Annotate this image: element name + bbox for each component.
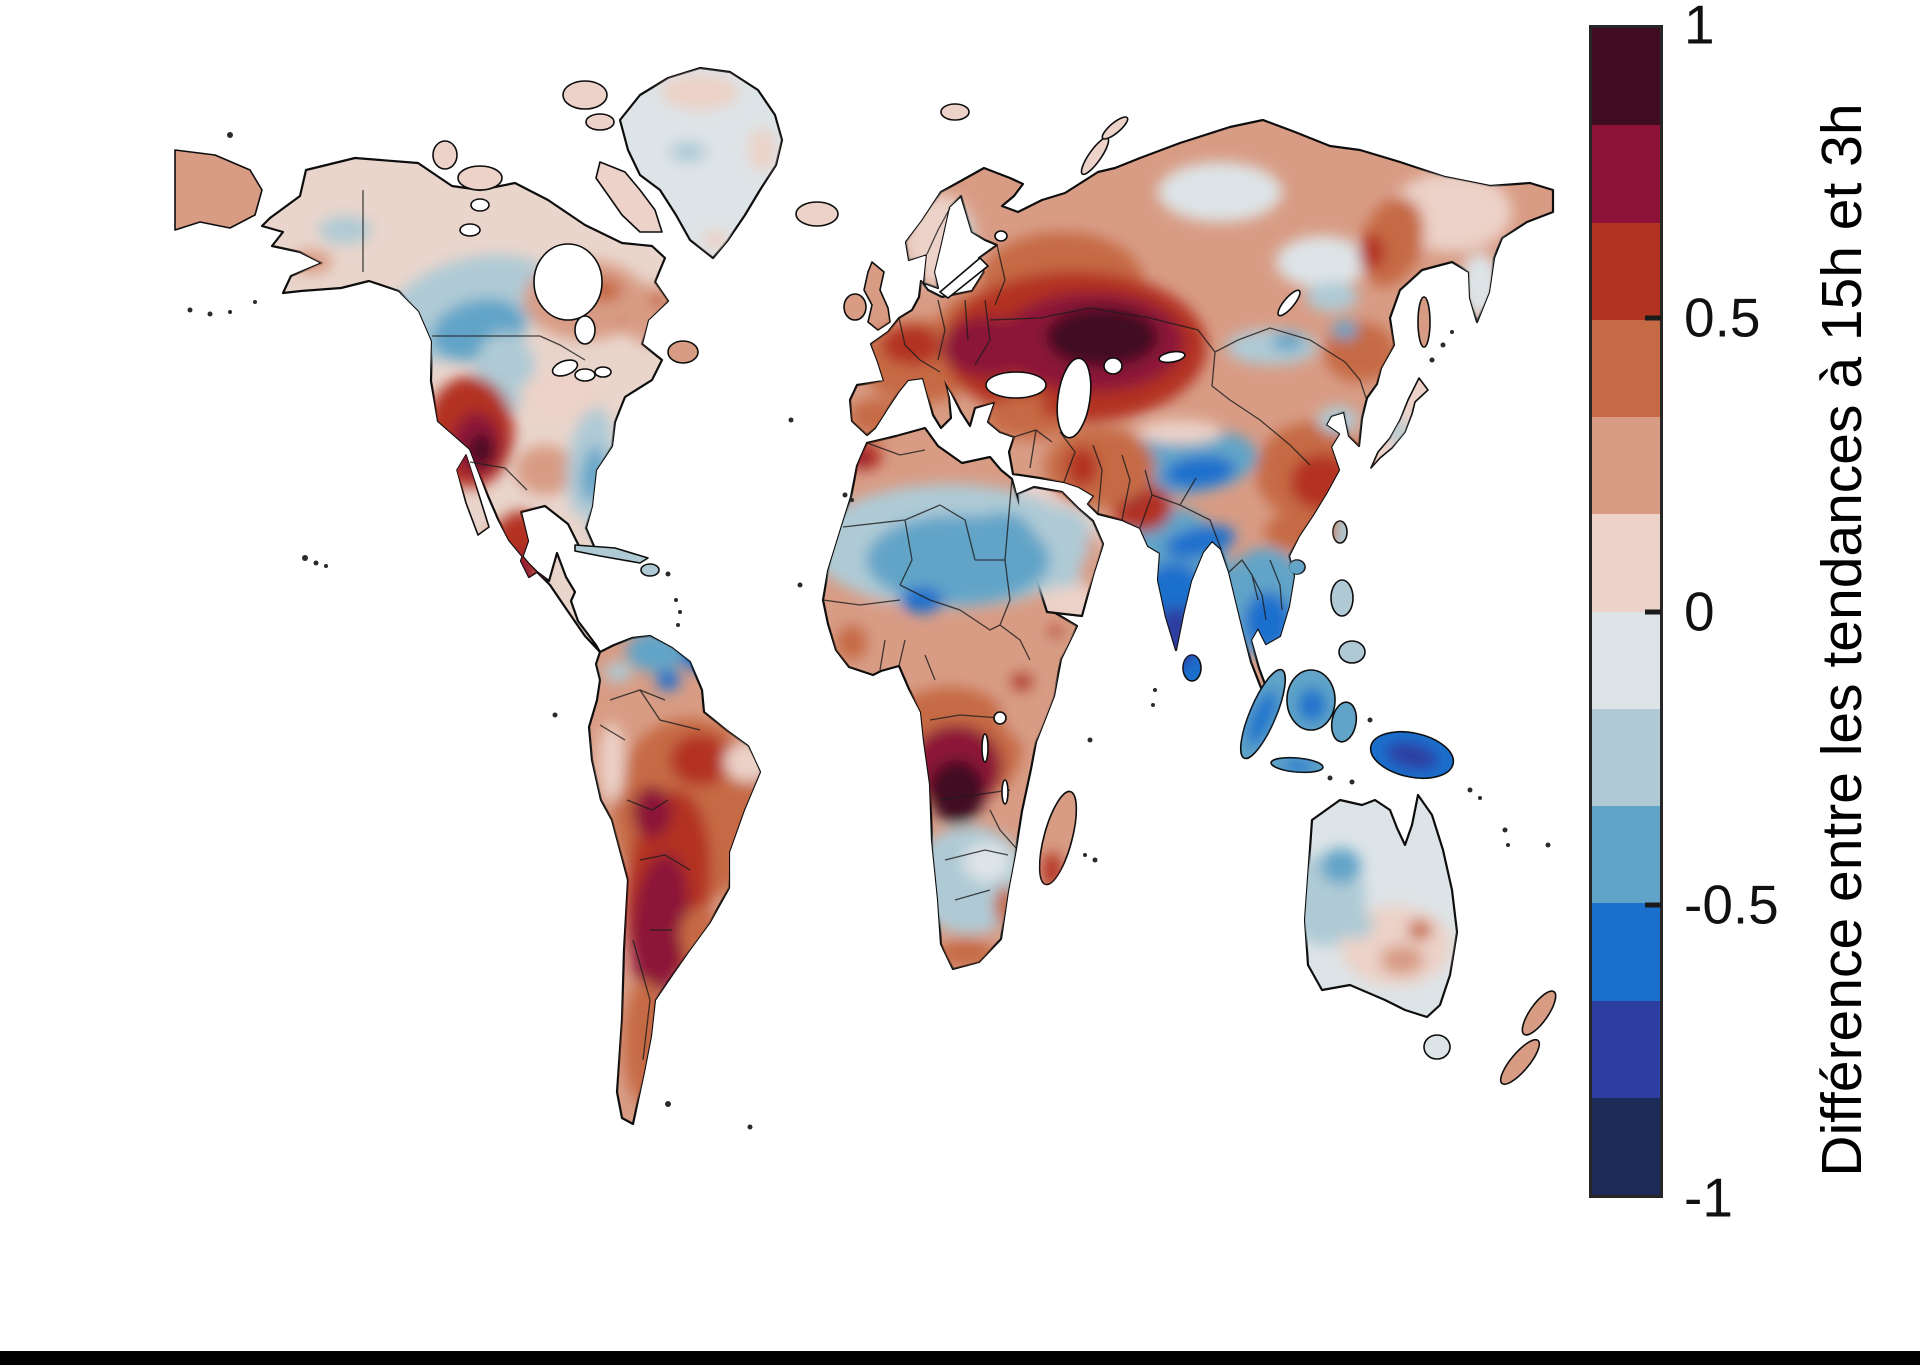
landmass-sakhalin — [1417, 296, 1431, 348]
colorbar-tick-mark — [1645, 609, 1661, 614]
colorbar-segments — [1592, 28, 1660, 1195]
colorbar-tick-label: 0.5 — [1684, 286, 1761, 349]
colorbar-segment — [1592, 1097, 1660, 1195]
country-borders — [362, 190, 1367, 1061]
black-sea — [985, 371, 1047, 399]
landmass-svalbard — [940, 103, 970, 121]
lake-balkhash — [1158, 350, 1186, 364]
lake-victoria — [993, 711, 1007, 725]
landmass-banks-island — [432, 140, 458, 170]
great-bear-lake — [470, 198, 490, 212]
colorbar-tick-label: 0 — [1684, 580, 1715, 642]
colorbar-segment — [1592, 125, 1660, 223]
landmass-victoria-island — [457, 165, 503, 191]
landmass-cuba — [574, 544, 649, 564]
landmass-novaya-zemlya-north — [1101, 116, 1129, 140]
landmass-hispaniola — [640, 563, 660, 577]
landmass-tasmania — [1423, 1034, 1451, 1060]
colorbar-segment — [1592, 28, 1660, 126]
colorbar-segment — [1592, 708, 1660, 806]
colorbar-segment — [1592, 806, 1660, 904]
landmass-baffin-island — [595, 161, 663, 233]
lake-tanganyika — [981, 733, 989, 763]
lakes-and-inland-seas — [459, 198, 1301, 805]
great-lakes — [551, 359, 579, 377]
landmass-new-zealand-south — [1499, 1038, 1541, 1086]
landmass-newfoundland — [667, 340, 699, 364]
great-lakes-3 — [594, 366, 612, 378]
colorbar-segment — [1592, 1000, 1660, 1098]
landmass-devon-island — [585, 113, 615, 131]
colorbar-tick-label: 1 — [1684, 0, 1715, 56]
lake-ladoga — [994, 230, 1008, 242]
small-island-specks — [187, 132, 1551, 1130]
lake-malawi — [1001, 779, 1009, 805]
landmass-chukotka-wrap — [174, 149, 263, 231]
landmass-sulawesi — [1330, 701, 1358, 743]
aral-sea — [1103, 357, 1123, 375]
colorbar-tick-label: -1 — [1684, 1166, 1733, 1229]
baltic-sea — [938, 256, 990, 300]
landmass-mindanao — [1338, 640, 1366, 664]
colorbar-segment — [1592, 222, 1660, 320]
colorbar-segment — [1592, 903, 1660, 1001]
colorbar-segment — [1592, 611, 1660, 709]
colorbar — [1589, 25, 1663, 1198]
heat-anomaly-patches — [292, 74, 1512, 1104]
great-lakes-2 — [574, 368, 596, 382]
colorbar-segment — [1592, 514, 1660, 612]
colorbar-axis-label: Différence entre les tendances à 15h et … — [1810, 103, 1874, 1177]
hudson-bay — [533, 243, 603, 321]
lake-baikal — [1277, 289, 1301, 317]
landmass-luzon — [1330, 579, 1354, 617]
caspian-sea — [1056, 357, 1092, 439]
landmass-ellesmere-island — [562, 80, 608, 110]
landmass-iceland — [795, 201, 839, 227]
great-slave-lake — [459, 223, 481, 237]
landmass-great-britain — [863, 261, 891, 331]
bottom-black-bar — [0, 1351, 1920, 1365]
colorbar-segment — [1592, 417, 1660, 515]
colorbar-segment — [1592, 319, 1660, 417]
colorbar-tick-label: -0.5 — [1684, 873, 1779, 936]
landmass-greenland — [618, 66, 784, 260]
james-bay — [574, 315, 596, 345]
colorbar-tick-mark — [1645, 315, 1661, 321]
landmass-ireland — [843, 293, 867, 321]
colorbar-tick-mark — [1645, 902, 1661, 908]
landmass-new-zealand-north — [1521, 990, 1557, 1036]
